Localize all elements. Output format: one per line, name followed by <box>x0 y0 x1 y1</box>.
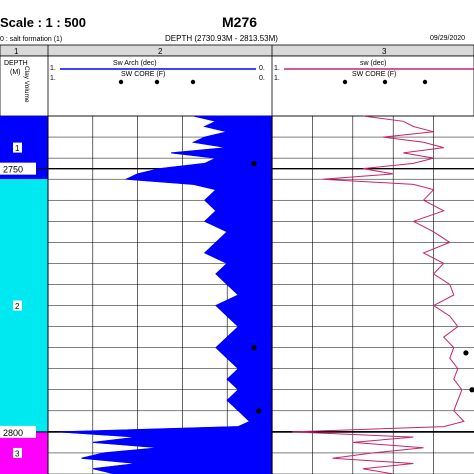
depth-header-line1: DEPTH <box>4 60 28 67</box>
depth-tick-box-2800 <box>0 425 36 438</box>
zone-label-1: 1 <box>15 144 20 153</box>
track2-curve <box>59 115 251 474</box>
zone-label-2: 2 <box>15 302 20 311</box>
depth-tick-label-2800: 2800 <box>3 428 23 438</box>
track3-core-point-2 <box>469 387 474 393</box>
date-label: 09/29/2020 <box>430 35 465 42</box>
clay-volume-label: Clay Volume <box>23 66 30 103</box>
track3-curve <box>292 115 465 474</box>
track-3-plot <box>272 115 474 474</box>
zone-3 <box>0 431 48 474</box>
track-1-number: 1 <box>14 47 19 56</box>
track-2-number: 2 <box>158 47 163 56</box>
track-2-right-scale: 0. <box>259 65 265 72</box>
track-2-left-scale: 1. <box>50 65 56 72</box>
track2-core-point-1 <box>251 160 257 166</box>
track2-core-point-3 <box>255 408 262 414</box>
formation-label: 0 : salt formation (1) <box>0 36 62 43</box>
zone-column: 1 2 3 2750 2800 <box>0 116 48 474</box>
track-number-bar <box>0 44 474 57</box>
track-2-core-legend-label: SW CORE (F) <box>121 71 165 78</box>
depth-header-line2: (M) <box>10 69 21 76</box>
track2-core-point-2 <box>251 345 257 351</box>
track-2-core-left-scale: 1. <box>50 75 56 82</box>
sw-legend-label: sw (dec) <box>360 60 386 67</box>
track-3-core-legend-dot-2 <box>382 79 388 85</box>
depth-tick-box-2750 <box>0 162 36 175</box>
track-2-plot <box>48 115 273 474</box>
depth-tick-label-2750: 2750 <box>3 165 23 175</box>
legend-area <box>0 55 474 117</box>
track-3-core-legend-dot-1 <box>342 79 348 85</box>
track-3-core-legend-label: SW CORE (F) <box>352 71 396 78</box>
zone-label-box-2 <box>13 300 22 311</box>
track-2-core-legend-dot-3 <box>190 79 196 85</box>
track3-core-point-1 <box>463 350 469 356</box>
scale-label: Scale : 1 : 500 <box>0 15 86 30</box>
depth-range-label: DEPTH (2730.93M - 2813.53M) <box>165 34 278 43</box>
track-3-left-scale: 1. <box>274 65 280 72</box>
sw-arch-legend-label: Sw Arch (dec) <box>113 60 157 67</box>
zone-label-3: 3 <box>15 449 20 458</box>
track-2-core-right-scale: 0. <box>259 75 265 82</box>
track-2-core-legend-dot-2 <box>154 79 160 85</box>
track-3-core-legend-dot-3 <box>422 79 428 85</box>
zone-2 <box>0 179 48 432</box>
zone-label-box-1 <box>13 142 22 153</box>
track-2-core-legend-dot-1 <box>118 79 124 85</box>
well-name: M276 <box>222 14 257 30</box>
track-3-core-left-scale: 1. <box>274 75 280 82</box>
zone-label-box-3 <box>13 447 22 458</box>
track-3-number: 3 <box>382 47 387 56</box>
